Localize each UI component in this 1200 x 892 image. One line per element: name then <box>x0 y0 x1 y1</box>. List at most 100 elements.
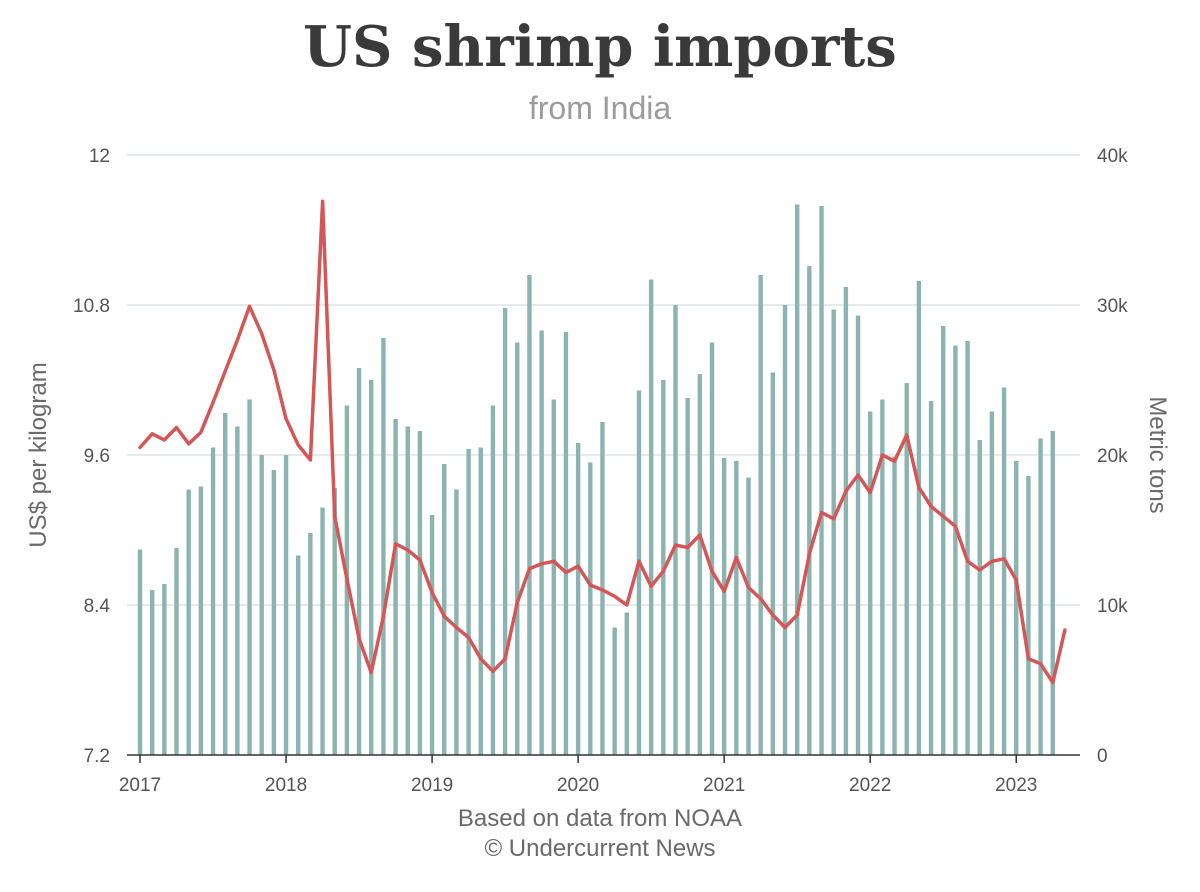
bar <box>490 405 496 755</box>
chart-subtitle: from India <box>528 90 672 126</box>
y-tick-left-label: 10.8 <box>73 296 110 317</box>
bar <box>575 443 581 755</box>
bar <box>454 489 459 755</box>
y-tick-right-label: 30k <box>1097 296 1128 317</box>
bar <box>892 456 897 755</box>
bar <box>928 401 934 755</box>
y-tick-right-label: 0 <box>1097 746 1108 767</box>
y-tick-right-label: 10k <box>1097 596 1128 617</box>
bar <box>624 612 629 755</box>
bar <box>977 440 982 755</box>
bar <box>308 533 313 755</box>
bar <box>1050 431 1055 755</box>
bar <box>843 287 849 755</box>
y-tick-left-label: 9.6 <box>84 446 110 467</box>
bar <box>198 486 204 755</box>
x-tick-label: 2020 <box>557 775 599 796</box>
y-axis-left-label: US$ per kilogram <box>25 362 52 547</box>
bar <box>697 374 703 755</box>
bar <box>442 464 447 755</box>
bar <box>332 488 337 755</box>
y-tick-right-label: 40k <box>1097 146 1128 167</box>
y-tick-left-label: 12 <box>89 146 110 167</box>
bar <box>746 477 751 755</box>
chart-title: US shrimp imports <box>303 14 897 80</box>
bar <box>709 342 715 755</box>
bar <box>502 308 508 755</box>
bar <box>989 411 995 755</box>
axes: 7.2 8.4 9.6 10.8 12 0 10k 20k 30k 40k 2017 2018 2019… <box>73 146 1128 796</box>
x-tick-label: 2022 <box>849 775 891 796</box>
bar <box>904 383 909 755</box>
bar <box>210 447 216 755</box>
bar <box>916 281 922 755</box>
bar <box>953 345 958 755</box>
y-tick-left-label: 8.4 <box>84 596 111 617</box>
bar <box>855 315 861 755</box>
bar <box>247 399 252 755</box>
bar <box>636 390 642 755</box>
bar <box>515 342 520 755</box>
footer-credit: © Undercurrent News <box>484 835 716 862</box>
bar <box>673 305 678 755</box>
bar <box>965 341 970 755</box>
bar <box>356 368 362 755</box>
bar <box>758 275 763 755</box>
bar <box>1038 438 1043 755</box>
bar <box>466 449 471 755</box>
bar <box>149 590 155 755</box>
bar <box>222 413 228 755</box>
bar <box>1001 387 1007 755</box>
bar <box>563 332 569 755</box>
bar <box>868 411 873 755</box>
bar <box>429 515 435 755</box>
bar <box>405 426 410 755</box>
bar <box>721 458 727 755</box>
y-axis-right-label: Metric tons <box>1144 396 1171 513</box>
footer-source: Based on data from NOAA <box>457 805 743 832</box>
bar <box>320 507 325 755</box>
bar <box>271 470 277 755</box>
bar <box>539 330 544 755</box>
bar <box>162 584 167 755</box>
bar <box>296 555 301 755</box>
bar <box>880 399 885 755</box>
bar <box>807 266 812 755</box>
bar <box>478 447 483 755</box>
bar <box>1026 476 1031 755</box>
x-tick-label: 2021 <box>703 775 745 796</box>
bar <box>235 426 240 755</box>
line-series-price <box>138 199 1067 685</box>
bar <box>794 204 800 755</box>
bar <box>941 326 946 755</box>
bar <box>551 399 556 755</box>
bar <box>782 305 788 755</box>
x-tick-label: 2019 <box>411 775 453 796</box>
bar <box>734 461 739 755</box>
bar <box>174 548 179 755</box>
bar <box>417 431 423 755</box>
x-tick-label: 2018 <box>265 775 307 796</box>
x-tick-label: 2017 <box>119 775 161 796</box>
bar <box>186 489 191 755</box>
y-tick-left-label: 7.2 <box>84 746 110 767</box>
bar <box>137 549 143 755</box>
bar <box>831 309 836 755</box>
bar <box>819 206 824 755</box>
bar <box>612 627 617 755</box>
bar <box>1014 461 1019 755</box>
bar <box>369 380 374 755</box>
bar <box>381 338 386 755</box>
x-tick-label: 2023 <box>995 775 1037 796</box>
bar <box>588 462 593 755</box>
y-tick-right-label: 20k <box>1097 446 1128 467</box>
bar <box>770 372 776 755</box>
bar <box>648 279 654 755</box>
bar <box>259 455 264 755</box>
bar <box>527 275 532 755</box>
bar <box>685 398 690 755</box>
price-line <box>138 199 1067 685</box>
bar <box>393 419 398 755</box>
bar <box>283 455 289 755</box>
